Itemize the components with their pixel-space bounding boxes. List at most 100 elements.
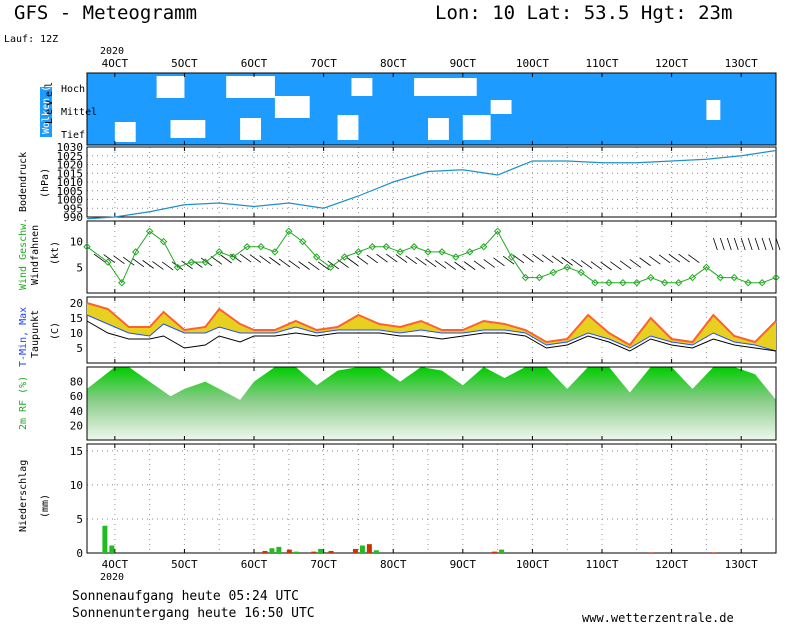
y-tick-label: 990 bbox=[63, 211, 83, 224]
date-tick-label: 7OCT bbox=[310, 558, 337, 571]
precipitation-title: Niederschlag bbox=[18, 460, 29, 532]
wind-point bbox=[83, 243, 91, 251]
date-tick-label: 10OCT bbox=[516, 57, 549, 70]
pressure-unit: (hPa) bbox=[40, 168, 51, 198]
wind-barb bbox=[678, 253, 690, 263]
wind-barb bbox=[719, 237, 725, 251]
precipitation-bar bbox=[109, 545, 115, 553]
year-label-bottom: 2020 bbox=[100, 572, 124, 583]
wind-barb bbox=[629, 259, 642, 268]
wind-point bbox=[326, 263, 335, 271]
wind-point bbox=[382, 243, 390, 251]
wind-barb bbox=[288, 260, 301, 269]
cloud-gap bbox=[226, 76, 275, 98]
date-axis-bottom: 4OCT 5OCT 6OCT 7OCT 8OCT 9OCT 10OCT 11OCT 12OCT 1… bbox=[102, 558, 759, 571]
cloud-gap bbox=[337, 115, 359, 140]
wind-barb bbox=[395, 254, 408, 263]
precipitation-bar bbox=[286, 549, 292, 553]
wind-point bbox=[257, 243, 265, 251]
date-tick-label: 10OCT bbox=[516, 558, 549, 571]
wind-point bbox=[229, 253, 237, 261]
precipitation-frame bbox=[86, 443, 777, 554]
precipitation-bar bbox=[711, 552, 717, 553]
wind-point bbox=[549, 268, 558, 277]
date-tick-label: 4OCT bbox=[102, 558, 129, 571]
y-tick-label: 80 bbox=[70, 376, 83, 389]
wind-point bbox=[215, 248, 223, 256]
date-axis-top: 4OCT 5OCT 6OCT 7OCT 8OCT 9OCT 10OCT 11OCT 12OCT 1… bbox=[102, 57, 759, 70]
cloud-gap bbox=[274, 96, 310, 118]
tmax-line bbox=[86, 302, 777, 347]
wind-barb bbox=[454, 261, 466, 271]
cloud-gap bbox=[414, 78, 477, 96]
wind-barb bbox=[317, 261, 330, 271]
wind-point bbox=[173, 263, 182, 271]
date-tick-label: 11OCT bbox=[585, 558, 618, 571]
wind-point bbox=[688, 273, 697, 282]
wind-point bbox=[563, 263, 571, 271]
wind-point bbox=[201, 258, 210, 266]
wind-barb bbox=[541, 254, 554, 263]
wind-barb bbox=[610, 261, 622, 271]
wind-barb bbox=[405, 255, 417, 265]
wind-barb bbox=[688, 254, 700, 264]
wind-barb bbox=[122, 256, 135, 266]
dewpoint-line bbox=[86, 320, 777, 352]
date-tick-label: 5OCT bbox=[171, 57, 198, 70]
wind-barb bbox=[259, 255, 271, 265]
wind-barb bbox=[619, 260, 632, 270]
wind-point bbox=[368, 243, 377, 251]
wind-point bbox=[479, 243, 488, 251]
sunset-text: Sonnenuntergang heute 16:50 UTC bbox=[72, 606, 315, 621]
wind-barb bbox=[649, 255, 661, 265]
year-label-top: 2020 bbox=[100, 46, 124, 57]
wind-barb bbox=[747, 237, 753, 251]
pressure-title: Bodendruck bbox=[18, 152, 29, 212]
y-tick-label: 10 bbox=[70, 479, 83, 492]
cloud-panel-ylabel: Level bbox=[44, 79, 55, 124]
wind-barb bbox=[768, 237, 774, 251]
humidity-title: 2m RF (%) bbox=[18, 376, 29, 430]
wind-point bbox=[410, 243, 418, 251]
wind-point bbox=[591, 279, 599, 287]
wind-point bbox=[243, 243, 251, 251]
date-tick-label: 4OCT bbox=[102, 57, 129, 70]
wind-barb bbox=[761, 237, 767, 251]
y-tick-label: 1005 bbox=[57, 185, 84, 198]
wind-point bbox=[132, 248, 140, 256]
y-tick-label: 1000 bbox=[57, 194, 84, 207]
cloud-gap bbox=[114, 122, 136, 142]
y-tick-label: 1030 bbox=[57, 141, 84, 154]
wind-point bbox=[660, 279, 669, 287]
wind-barb bbox=[733, 237, 739, 251]
precipitation-bar bbox=[276, 546, 282, 553]
precipitation-bar bbox=[262, 550, 268, 553]
wind-barb bbox=[493, 257, 505, 267]
wind-barb bbox=[571, 258, 583, 268]
wind-point bbox=[354, 248, 363, 256]
cloud-gap bbox=[351, 78, 373, 96]
wind-point bbox=[340, 253, 349, 261]
precipitation-bar bbox=[328, 550, 334, 553]
y-tick-label: 5 bbox=[76, 513, 83, 526]
temperature-title: T-Min, Max bbox=[18, 307, 29, 367]
wind-barb bbox=[668, 253, 681, 263]
wind-barb bbox=[132, 258, 145, 268]
wind-point bbox=[702, 263, 711, 271]
cloud-gap bbox=[462, 115, 491, 140]
date-tick-label: 8OCT bbox=[380, 558, 407, 571]
wind-point bbox=[104, 258, 112, 266]
wind-point bbox=[716, 273, 725, 282]
wind-barb bbox=[532, 253, 544, 263]
wind-point bbox=[493, 227, 502, 235]
precipitation-bar bbox=[318, 548, 324, 553]
wind-barb bbox=[712, 237, 718, 251]
pressure-line bbox=[86, 149, 777, 220]
date-tick-label: 13OCT bbox=[725, 57, 758, 70]
humidity-frame bbox=[86, 366, 777, 441]
y-tick-label: 0 bbox=[76, 547, 83, 560]
precipitation-bar bbox=[311, 551, 317, 553]
wind-point bbox=[521, 273, 530, 282]
source-link[interactable]: www.wetterzentrale.de bbox=[582, 611, 734, 625]
